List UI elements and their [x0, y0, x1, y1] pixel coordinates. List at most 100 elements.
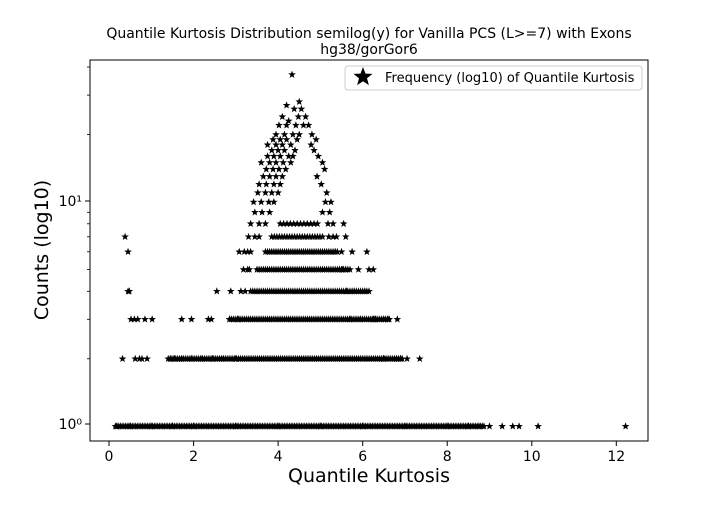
data-point — [263, 152, 272, 160]
data-point — [303, 219, 312, 228]
data-point — [325, 208, 334, 216]
data-point — [363, 247, 371, 256]
data-point — [286, 219, 295, 228]
data-point — [281, 165, 290, 173]
data-point — [363, 287, 371, 295]
data-point — [296, 219, 305, 228]
data-point — [279, 158, 287, 166]
data-point — [278, 140, 287, 149]
data-point — [262, 165, 271, 173]
data-point — [255, 219, 263, 228]
data-point — [286, 140, 295, 149]
data-point — [318, 208, 327, 216]
data-point — [270, 152, 278, 160]
data-point — [329, 219, 337, 228]
data-point — [312, 135, 320, 143]
data-point — [244, 232, 253, 241]
data-point — [263, 140, 272, 149]
data-point — [278, 112, 287, 121]
data-point — [295, 130, 304, 138]
data-point — [133, 315, 142, 323]
data-point — [508, 422, 517, 430]
data-point — [272, 140, 280, 149]
data-point — [341, 232, 350, 241]
data-point — [415, 354, 424, 363]
y-axis-label: Counts (log10) — [31, 180, 53, 320]
data-point — [288, 70, 296, 78]
data-point — [259, 172, 268, 180]
data-point — [324, 219, 332, 228]
data-point — [272, 158, 280, 166]
data-point — [289, 130, 297, 138]
legend-box — [344, 65, 643, 91]
data-point — [276, 135, 285, 143]
data-point — [262, 180, 271, 188]
data-point — [130, 315, 139, 323]
data-point — [292, 121, 300, 129]
data-point — [337, 247, 346, 256]
data-point — [498, 422, 506, 430]
y-tick-label-1: 10⁰ — [59, 417, 83, 433]
x-tick-label: 4 — [274, 449, 283, 465]
data-point — [325, 232, 333, 241]
data-point — [294, 112, 303, 121]
data-point — [270, 198, 278, 206]
data-point — [276, 152, 285, 160]
data-point — [301, 112, 310, 121]
data-point — [121, 232, 129, 241]
data-point — [246, 219, 255, 228]
x-tick-label: 8 — [443, 449, 452, 465]
data-point — [348, 247, 356, 256]
data-point — [138, 354, 146, 363]
data-point — [124, 247, 132, 256]
data-point — [313, 172, 321, 180]
data-point — [245, 265, 254, 273]
data-point — [289, 219, 298, 228]
data-point — [300, 219, 308, 228]
data-point — [293, 219, 301, 228]
data-point — [295, 97, 304, 106]
data-point — [213, 287, 221, 295]
data-point — [304, 121, 313, 129]
data-point — [240, 247, 249, 256]
data-point — [331, 247, 339, 256]
data-point — [141, 315, 149, 323]
data-point — [365, 265, 373, 273]
data-point — [279, 219, 288, 228]
data-point — [339, 219, 348, 228]
data-point — [329, 232, 337, 241]
data-point — [282, 101, 291, 109]
data-point — [283, 219, 291, 228]
data-point — [251, 232, 259, 241]
data-point — [274, 146, 282, 154]
y-tick-label-10: 10¹ — [59, 194, 82, 210]
data-point — [282, 121, 291, 129]
data-point — [313, 219, 322, 228]
legend: Frequency (log10) of Quantile Kurtosis — [344, 65, 643, 91]
data-point — [293, 135, 301, 143]
data-point — [515, 422, 523, 430]
data-point — [127, 315, 135, 323]
data-point — [284, 116, 293, 125]
data-point — [148, 315, 156, 323]
data-point — [280, 130, 289, 138]
data-point — [187, 315, 196, 323]
data-point — [270, 180, 278, 188]
data-point — [308, 130, 316, 138]
data-point — [320, 165, 329, 173]
data-point — [322, 188, 331, 197]
data-point — [289, 152, 297, 160]
x-tick-label: 6 — [358, 449, 367, 465]
data-point — [265, 208, 274, 216]
y-tick-1: 10⁰ — [59, 417, 90, 433]
data-point — [258, 208, 266, 216]
chart-title-line-2: hg38/gorGor6 — [320, 42, 418, 58]
data-point — [255, 180, 263, 188]
data-point — [297, 105, 306, 113]
x-axis-label: Quantile Kurtosis — [288, 465, 450, 487]
data-point — [254, 188, 262, 197]
data-point — [318, 158, 327, 166]
data-point — [272, 172, 280, 180]
data-point — [267, 146, 276, 154]
data-point — [131, 354, 140, 363]
